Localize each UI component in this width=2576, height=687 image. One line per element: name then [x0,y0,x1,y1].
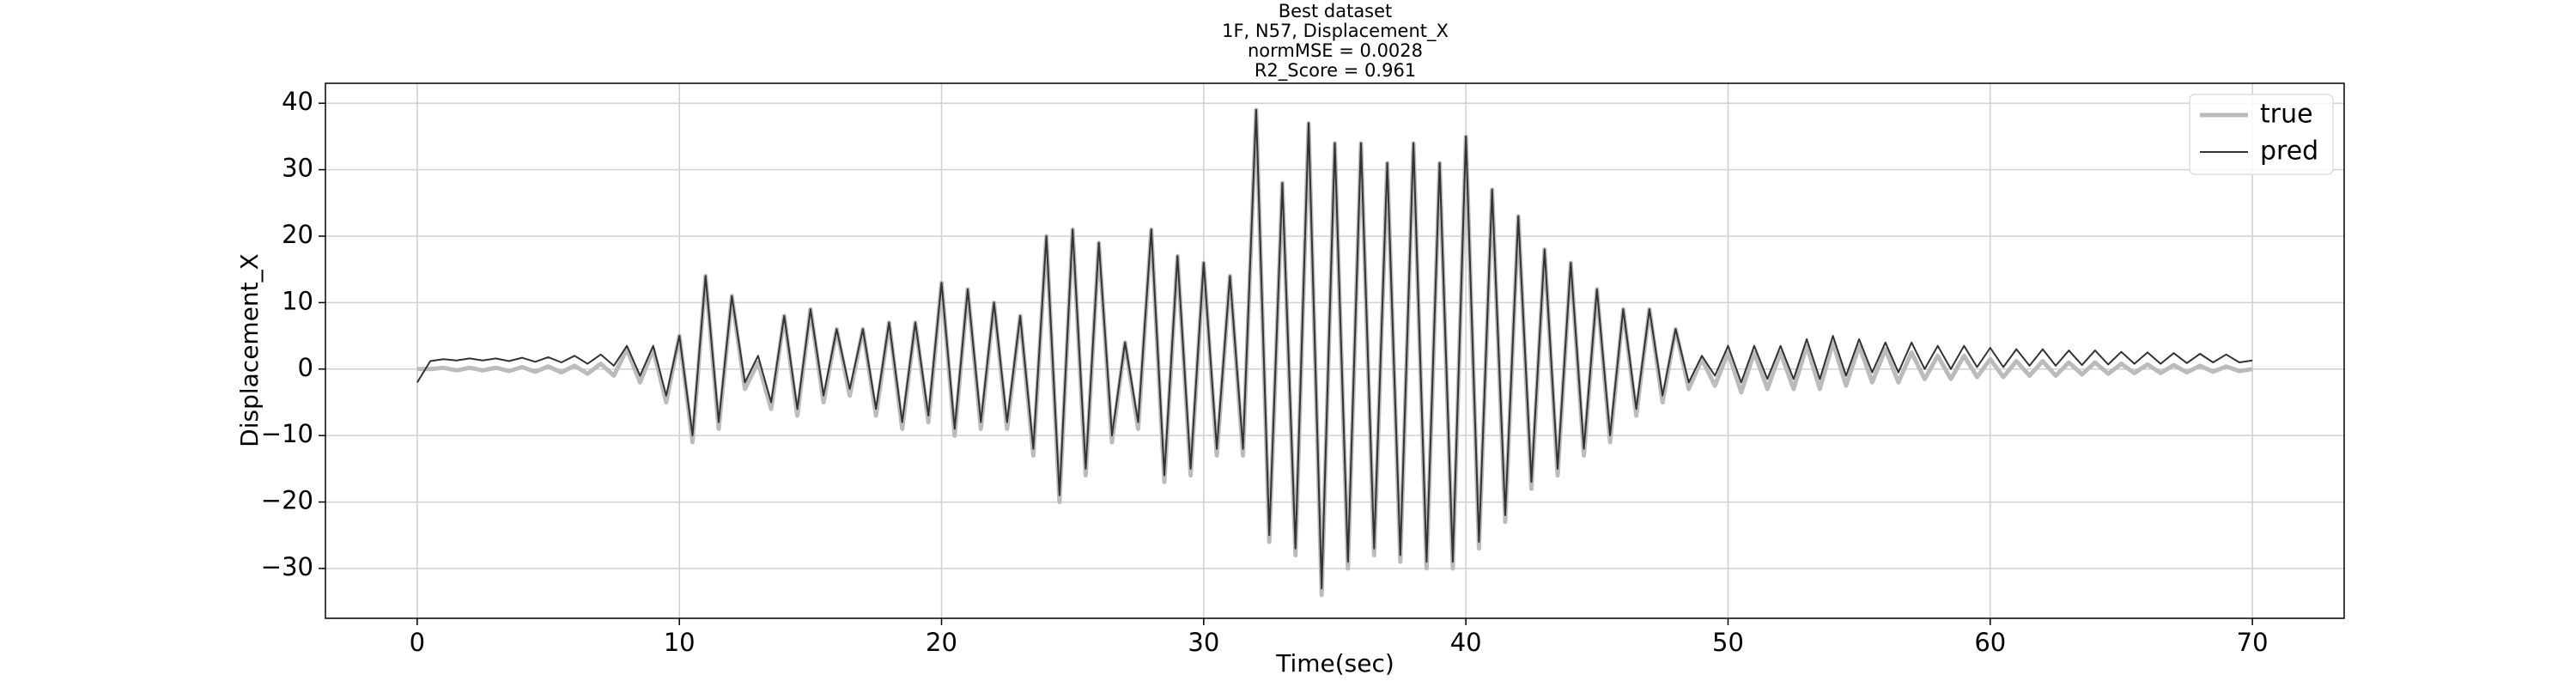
x-axis-label: Time(sec) [1275,649,1394,678]
x-tick-label: 50 [1712,628,1744,657]
y-tick-label: 40 [282,87,313,116]
y-axis-label: Displacement_X [235,253,264,447]
x-tick-label: 0 [410,628,425,657]
chart-subtitle: normMSE = 0.0028 [1248,40,1423,61]
chart-subtitle: 1F, N57, Displacement_X [1222,21,1449,42]
y-tick-label: 0 [298,353,313,382]
y-tick-label: −20 [261,486,313,515]
x-tick-label: 40 [1450,628,1482,657]
x-tick-label: 60 [1974,628,2006,657]
chart-subtitle: R2_Score = 0.961 [1255,60,1416,82]
x-tick-label: 30 [1188,628,1219,657]
x-tick-label: 10 [664,628,696,657]
y-tick-label: 30 [282,154,313,183]
x-tick-label: 70 [2237,628,2269,657]
y-tick-label: −30 [261,552,313,581]
chart-title: Best dataset [1279,1,1393,21]
y-tick-label: 10 [282,286,313,315]
legend-label: pred [2260,137,2318,167]
y-tick-label: 20 [282,220,313,249]
series-line [416,109,2253,590]
plot-frame [325,82,2345,619]
x-tick-label: 20 [926,628,957,657]
y-tick-label: −10 [261,419,313,448]
legend-label: true [2260,100,2313,130]
